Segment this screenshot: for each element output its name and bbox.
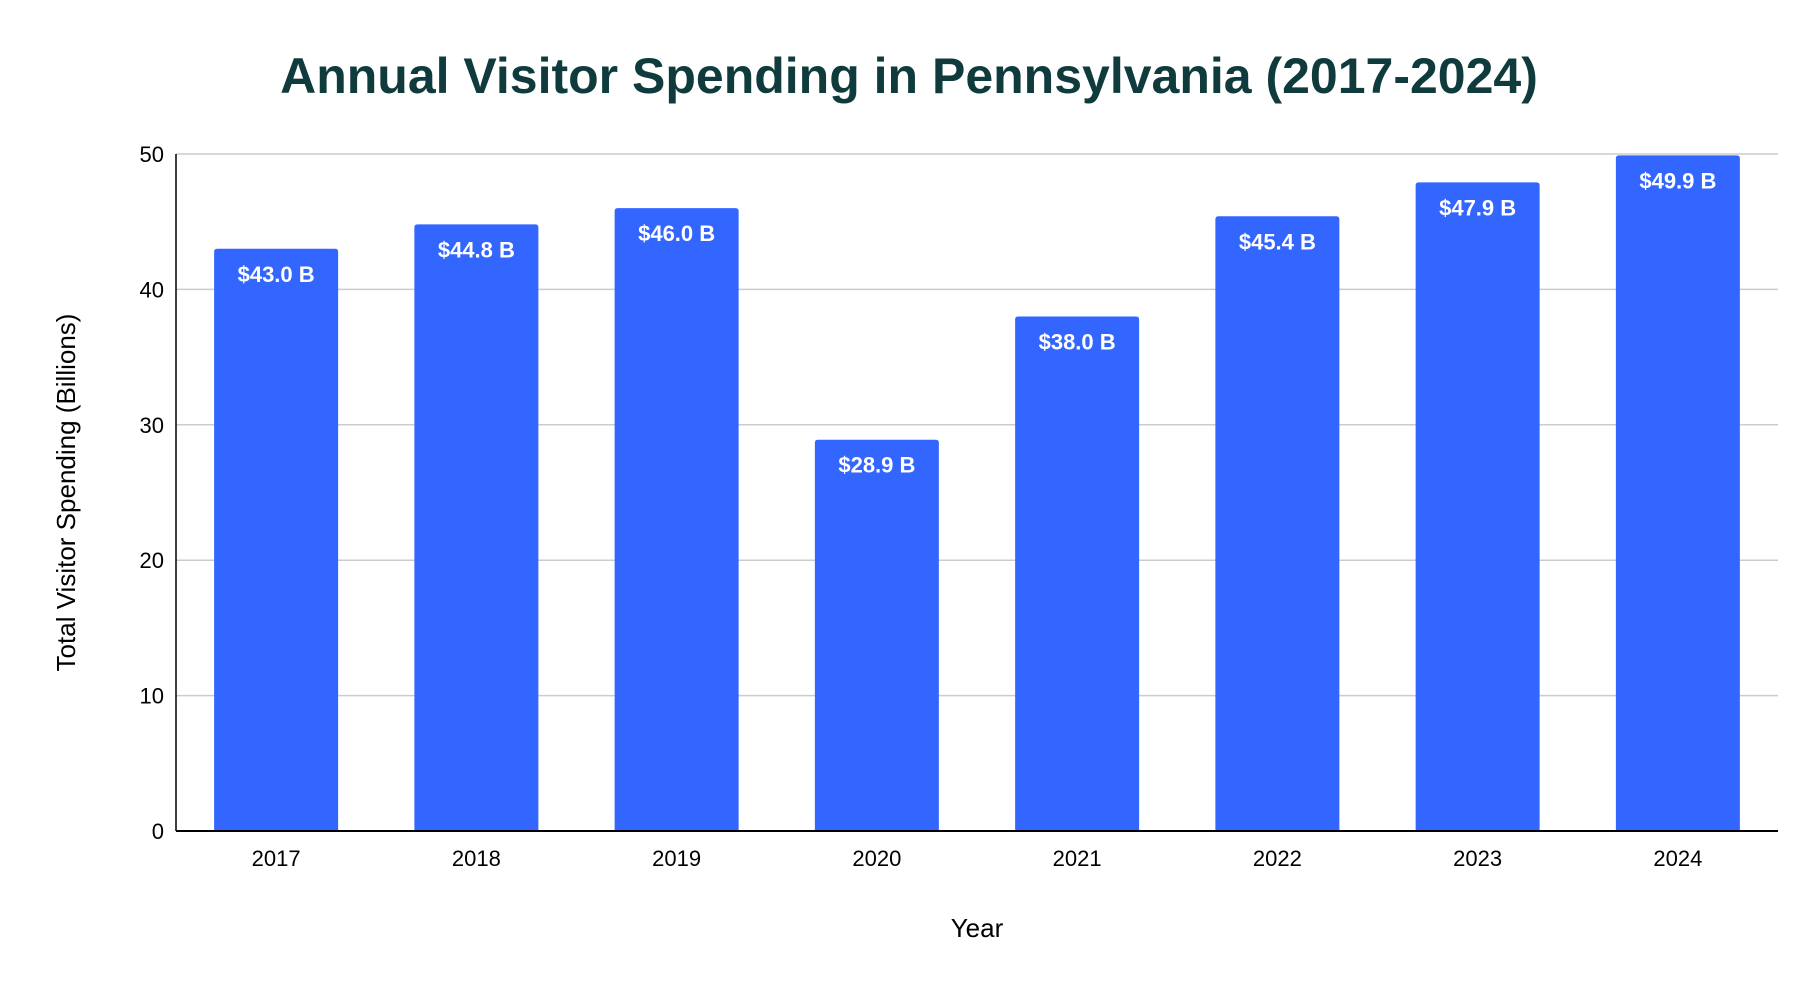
x-tick-label: 2017: [252, 846, 301, 871]
y-tick-label: 40: [140, 277, 164, 302]
y-tick-label: 30: [140, 413, 164, 438]
chart-title: Annual Visitor Spending in Pennsylvania …: [280, 48, 1538, 104]
bar-2020: [814, 439, 939, 831]
x-tick-label: 2023: [1453, 846, 1502, 871]
bar-2018: [414, 224, 539, 831]
x-axis-ticks: 2017 2018 2019 2020 2021 2022 2023 2024: [252, 846, 1703, 871]
bar-2023: [1415, 182, 1540, 831]
bars: [214, 155, 1740, 832]
x-tick-label: 2019: [652, 846, 701, 871]
bar-2019: [614, 208, 739, 831]
bar-2017: [214, 248, 339, 831]
data-label: $44.8 B: [438, 237, 515, 262]
data-label: $45.4 B: [1239, 229, 1316, 254]
data-label: $43.0 B: [238, 262, 315, 287]
y-tick-label: 20: [140, 548, 164, 573]
x-tick-label: 2024: [1653, 846, 1702, 871]
y-tick-label: 10: [140, 684, 164, 709]
x-tick-label: 2020: [852, 846, 901, 871]
data-label: $47.9 B: [1439, 195, 1516, 220]
y-tick-label: 0: [152, 819, 164, 844]
y-axis-ticks: 0 10 20 30 40 50: [140, 142, 164, 844]
x-tick-label: 2022: [1253, 846, 1302, 871]
y-tick-label: 50: [140, 142, 164, 167]
y-axis-title: Total Visitor Spending (Billions): [51, 314, 81, 672]
bar-2022: [1215, 216, 1340, 831]
data-label: $46.0 B: [638, 221, 715, 246]
data-labels: $43.0 B $44.8 B $46.0 B $28.9 B $38.0 B $45.4…: [238, 168, 1717, 477]
x-tick-label: 2018: [452, 846, 501, 871]
bar-2021: [1015, 316, 1140, 832]
x-axis-title: Year: [951, 913, 1004, 943]
x-tick-label: 2021: [1053, 846, 1102, 871]
data-label: $49.9 B: [1639, 168, 1716, 193]
data-label: $38.0 B: [1039, 329, 1116, 354]
bar-2024: [1615, 155, 1740, 831]
data-label: $28.9 B: [838, 453, 915, 478]
